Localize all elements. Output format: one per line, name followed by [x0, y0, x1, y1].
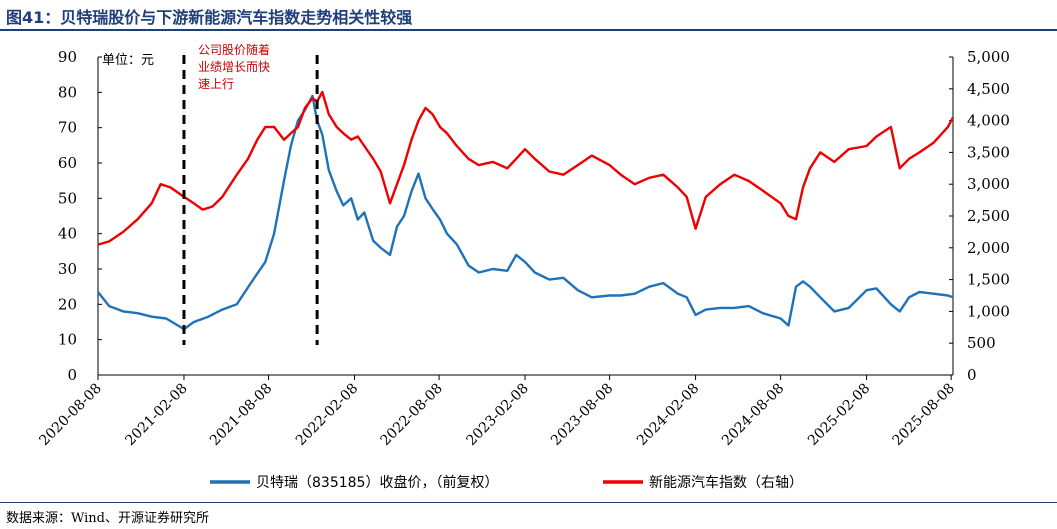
right-axis-tick-label: 2,000 — [967, 239, 1010, 257]
x-axis-tick-label: 2024-08-08 — [719, 381, 787, 449]
left-axis-tick-label: 10 — [58, 331, 77, 349]
x-axis-tick-label: 2021-08-08 — [207, 381, 275, 449]
right-axis-tick-label: 3,000 — [967, 175, 1010, 193]
source-divider — [0, 502, 1057, 503]
unit-label: 单位：元 — [102, 53, 154, 68]
title-divider — [0, 29, 1057, 31]
left-axis-tick-label: 90 — [58, 48, 77, 66]
left-axis-tick-label: 80 — [58, 83, 77, 101]
annotation-line: 速上行 — [198, 77, 234, 91]
chart-axes: 0 10 20 30 40 50 60 70 80 90 0 500 1,000 1,500 2,000 2,… — [36, 48, 1010, 449]
right-axis-tick-label: 4,500 — [967, 80, 1010, 98]
series-line-share-price — [97, 94, 954, 331]
right-axis-tick-label: 2,500 — [967, 207, 1010, 225]
legend-label: 新能源汽车指数（右轴） — [649, 474, 803, 491]
annotation-line: 业绩增长而快 — [198, 60, 270, 74]
left-axis-tick-label: 30 — [58, 260, 77, 278]
x-axis-tick-label: 2022-08-08 — [378, 381, 446, 449]
left-axis-tick-label: 40 — [58, 225, 77, 243]
left-axis-tick-label: 70 — [58, 119, 77, 137]
line-chart: 0 10 20 30 40 50 60 70 80 90 0 500 1,000 1,500 2,000 2,… — [36, 42, 1010, 491]
left-axis-tick-label: 0 — [67, 366, 77, 384]
left-axis-tick-label: 60 — [58, 154, 77, 172]
figure-title: 图41：贝特瑞股价与下游新能源汽车指数走势相关性较强 — [6, 8, 413, 27]
x-axis-tick-label: 2022-02-08 — [293, 381, 361, 449]
series-line-nev-index — [97, 90, 955, 246]
x-axis-tick-label: 2020-08-08 — [36, 381, 104, 449]
right-axis-tick-label: 4,000 — [967, 112, 1010, 130]
x-axis-tick-label: 2023-08-08 — [548, 381, 616, 449]
chart-series — [97, 90, 955, 331]
right-axis-tick-label: 3,500 — [967, 143, 1010, 161]
right-axis-tick-label: 1,000 — [967, 302, 1010, 320]
source-note: 数据来源：Wind、开源证券研究所 — [6, 511, 209, 526]
x-axis-tick-label: 2024-02-08 — [634, 381, 702, 449]
x-axis-tick-label: 2025-08-08 — [890, 381, 958, 449]
legend: 贝特瑞（835185）收盘价，（前复权） 新能源汽车指数（右轴） — [210, 474, 803, 491]
right-axis-tick-label: 500 — [967, 334, 996, 352]
chart-markers — [182, 55, 319, 345]
x-axis-tick-label: 2025-02-08 — [805, 381, 873, 449]
right-axis-tick-label: 1,500 — [967, 271, 1010, 289]
legend-label: 贝特瑞（835185）收盘价，（前复权） — [256, 474, 498, 491]
x-axis-tick-label: 2021-02-08 — [122, 381, 190, 449]
right-axis-tick-label: 5,000 — [967, 48, 1010, 66]
left-axis-tick-label: 50 — [58, 189, 77, 207]
left-axis-tick-label: 20 — [58, 295, 77, 313]
x-axis-tick-label: 2023-02-08 — [463, 381, 531, 449]
annotation-line: 公司股价随着 — [198, 42, 270, 57]
right-axis-tick-label: 0 — [967, 366, 977, 384]
